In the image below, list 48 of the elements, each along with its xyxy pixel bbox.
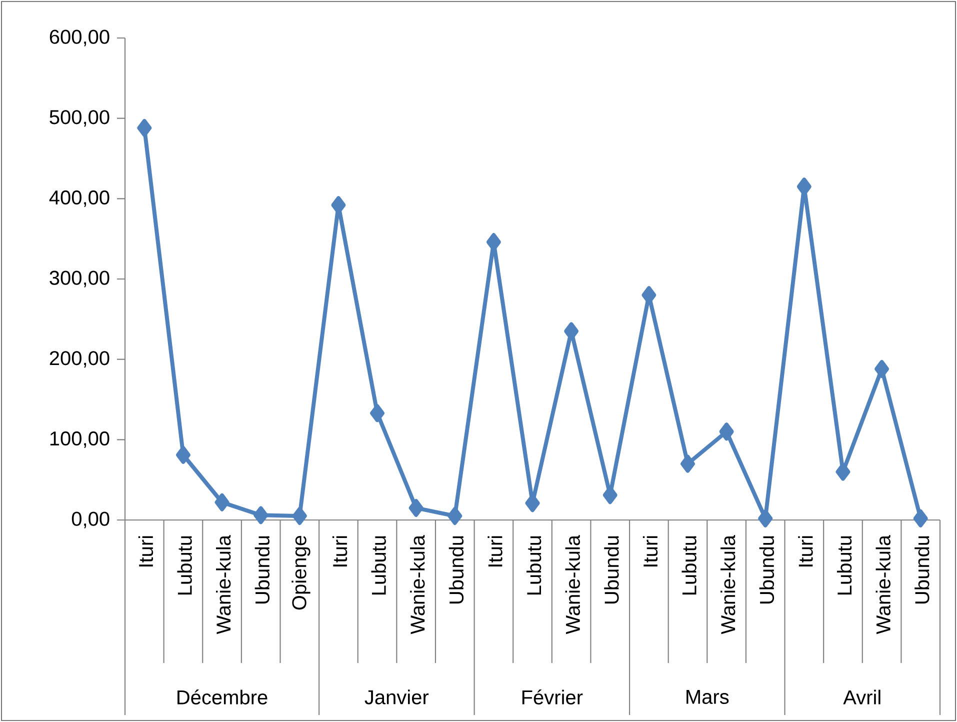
point	[254, 506, 268, 524]
x-tick-label: Lubutu	[836, 536, 852, 594]
x-tick-label: Opienge	[292, 536, 310, 610]
text: Décembre	[178, 690, 268, 704]
x-tick-label: Ubundu	[914, 536, 930, 604]
x-tick-label: Wanie-kula	[216, 534, 231, 634]
x-tick-label: Lubutu	[526, 536, 542, 594]
x-tick-label: Wanie-kula	[720, 534, 736, 634]
y-tick-label: 100,00	[50, 431, 110, 448]
x-tick-label: Ituri	[488, 536, 502, 566]
point	[680, 454, 695, 473]
y-tick-label: 400,00	[49, 190, 110, 207]
text: Février	[522, 690, 583, 704]
x-tick-label: Wanie-kula	[565, 534, 580, 634]
x-tick-label: Ubundu	[448, 536, 464, 604]
x-tick-label: Lubutu	[371, 536, 386, 594]
point	[214, 493, 230, 512]
point	[176, 446, 190, 464]
point	[719, 422, 734, 441]
x-tick-label: Lubutu	[177, 536, 192, 594]
y-tick-label: 200,00	[50, 351, 110, 368]
x-tick-label: Ubundu	[604, 536, 619, 604]
point	[874, 360, 890, 378]
point	[370, 404, 385, 422]
y-tick-label: 600,00	[50, 30, 110, 46]
point	[913, 509, 928, 528]
point	[758, 509, 773, 528]
text: Mars	[686, 690, 729, 704]
x-tick-label: Ituri	[798, 536, 813, 566]
x-tick-label: Wanie-kula	[876, 534, 890, 634]
y-tick-label: 300,00	[50, 270, 110, 288]
point	[836, 462, 850, 481]
x-tick-label: Ubundu	[254, 536, 270, 604]
point	[408, 498, 424, 517]
point	[137, 118, 152, 137]
y-tick-label: 0,00	[72, 512, 110, 528]
y-tick-label: 500,00	[50, 110, 110, 127]
x-tick-label: Ituri	[332, 536, 348, 566]
point	[448, 506, 462, 525]
point	[292, 506, 307, 525]
x-tick-label: Ituri	[642, 536, 658, 566]
x-tick-label: Wanie-kula	[410, 534, 425, 634]
x-tick-label: Ubundu	[759, 536, 774, 604]
x-tick-label: Ituri	[138, 536, 154, 566]
x-tick-label: Lubutu	[682, 536, 696, 594]
point	[564, 322, 579, 340]
text: Avril	[843, 690, 880, 704]
text: Janvier	[364, 690, 429, 704]
